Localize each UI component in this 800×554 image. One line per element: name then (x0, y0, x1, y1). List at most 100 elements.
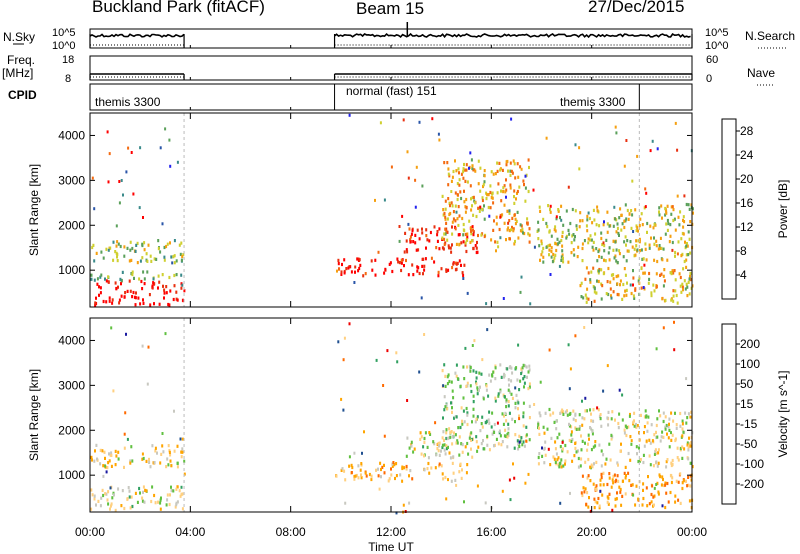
scatter-cell (473, 199, 476, 203)
scatter-cell (131, 295, 134, 299)
scatter-cell (617, 479, 620, 483)
scatter-cell (557, 209, 560, 213)
scatter-outlier (96, 457, 98, 461)
scatter-cell (142, 490, 144, 494)
scatter-cell (95, 503, 97, 507)
scatter-cell (168, 303, 171, 307)
scatter-cell (165, 465, 168, 469)
scatter-cell (676, 446, 679, 450)
scatter-cell (645, 486, 648, 490)
scatter-cell (475, 435, 478, 439)
scatter-cell (611, 478, 614, 482)
scatter-cell (449, 456, 452, 460)
scatter-cell (552, 411, 555, 415)
scatter-outlier (656, 147, 659, 151)
scatter-cell (445, 436, 448, 441)
scatter-cell (642, 482, 645, 486)
scatter-cell (409, 238, 412, 242)
scatter-cell (562, 256, 564, 260)
scatter-cell (587, 297, 590, 301)
scatter-cell (599, 483, 602, 487)
scatter-cell (670, 272, 673, 276)
scatter-cell (384, 267, 387, 271)
scatter-cell (549, 210, 552, 214)
scatter-cell (679, 501, 682, 505)
scatter-cell (668, 422, 670, 426)
scatter-cell (172, 297, 175, 302)
scatter-cell (461, 450, 464, 454)
scatter-cell (574, 441, 577, 445)
scatter-cell (685, 265, 688, 269)
scatter-cell (150, 259, 153, 263)
scatter-cell (566, 413, 569, 417)
scatter-cell (612, 290, 615, 294)
scatter-cell (496, 240, 499, 244)
scatter-cell (511, 216, 514, 220)
scatter-cell (602, 453, 605, 457)
scatter-outlier (438, 138, 441, 142)
scatter-cell (577, 245, 580, 249)
scatter-cell (517, 175, 520, 179)
scatter-outlier (549, 273, 552, 276)
y-tick-label: 2000 (58, 423, 85, 437)
scatter-cell (569, 221, 572, 226)
scatter-cell (651, 439, 654, 443)
scatter-cell (689, 220, 692, 224)
scatter-cell (482, 439, 484, 443)
scatter-cell (547, 204, 550, 208)
scatter-cell (502, 190, 505, 194)
scatter-outlier (141, 344, 144, 348)
scatter-cell (572, 248, 575, 252)
scatter-cell (616, 474, 619, 478)
scatter-cell (616, 226, 619, 230)
scatter-outlier (481, 358, 484, 362)
scatter-cell (628, 479, 631, 483)
scatter-cell (539, 258, 541, 262)
scatter-cell (438, 453, 441, 457)
scatter-cell (494, 366, 497, 370)
scatter-cell (425, 234, 428, 238)
scatter-cell (445, 447, 448, 451)
scatter-cell (587, 271, 590, 275)
scatter-cell (460, 476, 463, 480)
scatter-cell (466, 411, 469, 415)
scatter-cell (119, 277, 122, 281)
scatter-cell (667, 222, 670, 226)
scatter-outlier (649, 149, 652, 153)
scatter-cell (462, 396, 465, 400)
scatter-cell (501, 412, 504, 416)
scatter-cell (641, 223, 644, 227)
scatter-cell (593, 287, 596, 291)
scatter-cell (500, 375, 503, 379)
scatter-cell (642, 496, 645, 501)
scatter-cell (514, 176, 517, 180)
scatter-outlier (130, 151, 133, 154)
scatter-cell (639, 458, 642, 462)
scatter-cell (658, 213, 661, 217)
scatter-outlier (348, 322, 351, 326)
scatter-cell (636, 424, 639, 428)
scatter-cell (561, 447, 564, 451)
scatter-cell (503, 434, 506, 438)
scatter-outlier (610, 296, 613, 300)
scatter-cell (168, 275, 171, 280)
scatter-outlier (420, 296, 423, 300)
scatter-cell (646, 230, 648, 234)
scatter-cell (443, 448, 446, 452)
scatter-cell (403, 264, 405, 268)
scatter-cell (635, 239, 638, 243)
scatter-outlier (159, 146, 162, 150)
scatter-cell (589, 278, 592, 282)
scatter-cell (114, 449, 117, 453)
x-tick-label: 04:00 (175, 525, 205, 539)
scatter-cell (174, 505, 177, 509)
scatter-cell (671, 476, 674, 480)
scatter-cell (179, 494, 182, 498)
scatter-cell (568, 232, 571, 236)
scatter-cell (469, 240, 472, 244)
scatter-cell (380, 475, 382, 479)
scatter-cell (120, 278, 123, 283)
scatter-cell (477, 159, 480, 163)
scatter-cell (108, 299, 111, 303)
scatter-cell (179, 252, 182, 256)
